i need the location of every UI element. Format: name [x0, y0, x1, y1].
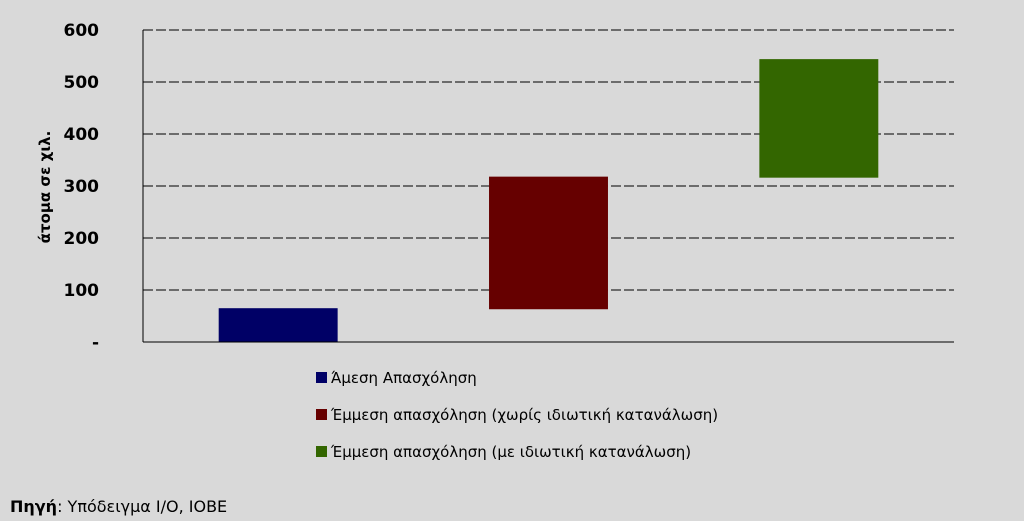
y-tick-label: 100: [64, 281, 100, 301]
y-tick-label: -: [92, 333, 99, 353]
y-tick-labels: - 100 200 300 400 500 600: [64, 21, 100, 353]
axes: [142, 30, 954, 343]
legend-label-3: Έμμεση απασχόληση (με ιδιωτική κατανάλωσ…: [330, 443, 691, 461]
legend-swatch-2: [316, 409, 327, 420]
y-tick-label: 300: [64, 177, 100, 197]
bars: [218, 59, 879, 342]
y-tick-label: 200: [64, 229, 100, 249]
source-text: Υπόδειγμα I/O, IOBE: [62, 497, 228, 516]
y-tick-label: 400: [64, 125, 100, 145]
legend-label-1: Άμεση Απασχόληση: [331, 369, 477, 387]
legend-label-2: Έμμεση απασχόληση (χωρίς ιδιωτική κατανά…: [330, 406, 718, 424]
source-note: Πηγή: Υπόδειγμα I/O, IOBE: [10, 497, 227, 516]
bar-2: [489, 176, 608, 310]
bar-1: [218, 308, 338, 342]
legend: Άμεση Απασχόληση Έμμεση απασχόληση (χωρίς…: [316, 369, 718, 461]
chart: - 100 200 300 400 500 600 άτομα σε χιλ. Άμεση …: [36, 21, 954, 461]
legend-swatch-1: [316, 372, 327, 383]
y-axis-label: άτομα σε χιλ.: [36, 131, 54, 244]
bar-3: [759, 59, 879, 178]
legend-swatch-3: [316, 446, 327, 457]
y-tick-label: 500: [64, 73, 100, 93]
source-separator: :: [57, 497, 63, 516]
y-tick-label: 600: [64, 21, 100, 41]
source-label: Πηγή: [10, 497, 58, 516]
